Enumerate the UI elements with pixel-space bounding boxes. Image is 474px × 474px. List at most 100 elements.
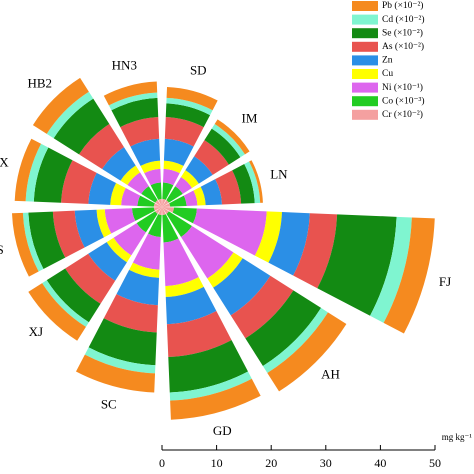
bar-segment <box>148 214 162 238</box>
bar-segment <box>106 237 132 263</box>
bar-segment <box>162 214 179 243</box>
legend-swatch <box>352 96 378 107</box>
legend-swatch <box>352 14 378 25</box>
bar-segment <box>129 262 160 278</box>
x-tick-label: 0 <box>159 456 165 470</box>
bar-segment <box>162 207 166 216</box>
bar-segment <box>88 172 117 205</box>
bar-segment <box>172 207 197 224</box>
legend-swatch <box>352 69 378 79</box>
legend-label: Se (×10⁻²) <box>382 27 423 38</box>
bar-segment <box>113 223 146 256</box>
bar-segment <box>28 211 66 269</box>
bar-segment <box>110 182 126 206</box>
bar-segment <box>211 124 245 158</box>
bar-segment <box>317 214 397 316</box>
bar-segment <box>166 97 213 116</box>
bar-segment <box>267 312 347 392</box>
category-label: GD <box>213 423 232 438</box>
legend-label: Pb (×10⁻²) <box>382 0 423 11</box>
bar-segment <box>163 238 199 287</box>
legend-label: Cr (×10⁻²) <box>382 109 423 120</box>
bar-segment <box>168 340 249 393</box>
bar-segment <box>164 116 204 147</box>
bar-segment <box>46 268 101 323</box>
legend-label: As (×10⁻²) <box>382 41 424 52</box>
bar-segment <box>249 160 263 203</box>
bar-segment <box>75 354 156 393</box>
bar-segment <box>204 128 241 165</box>
category-label: SX <box>0 155 9 170</box>
bar-segment <box>33 147 73 203</box>
bar-segment <box>232 163 255 204</box>
bar-segment <box>141 186 158 203</box>
x-tick-label: 50 <box>429 456 441 470</box>
bar-segment <box>53 98 110 155</box>
category-label: SC <box>101 397 117 412</box>
bar-segment <box>132 233 161 270</box>
bar-segment <box>150 182 162 200</box>
bar-segment <box>163 138 194 166</box>
bar-segment <box>155 207 162 214</box>
bar-segment <box>192 208 267 256</box>
bar-segment <box>268 212 310 276</box>
bar-segment <box>165 286 217 325</box>
bar-segment <box>28 283 86 341</box>
bar-segment <box>136 211 158 233</box>
bar-segment <box>155 200 162 207</box>
bar-segment <box>130 138 161 166</box>
bar-segment <box>200 179 223 206</box>
category-label: HB2 <box>27 76 52 91</box>
bar-segment <box>84 347 156 374</box>
category-label: JS <box>0 242 4 257</box>
category-label: FJ <box>439 274 451 289</box>
bar-segment <box>245 290 322 367</box>
legend-swatch <box>352 109 378 120</box>
bar-segment <box>111 97 159 128</box>
bar-segment <box>121 188 141 206</box>
bar-segment <box>214 119 250 155</box>
category-label: AH <box>321 367 340 382</box>
bar-segment <box>244 161 261 204</box>
category-label: LN <box>270 167 288 182</box>
bar-segment <box>207 252 243 288</box>
bar-segment <box>193 186 206 206</box>
bar-segment <box>185 156 213 184</box>
bar-segment <box>11 212 39 277</box>
bar-segment <box>162 182 174 200</box>
bar-segment <box>162 207 169 214</box>
bar-segment <box>163 168 180 186</box>
bar-segment <box>102 147 136 181</box>
legend-label: Cu <box>382 69 393 79</box>
bar-segment <box>162 203 171 207</box>
bar-segment <box>22 212 44 272</box>
bar-segment <box>169 195 187 207</box>
bar-segment <box>293 213 338 289</box>
bar-segment <box>52 210 85 258</box>
legend-label: Ni (×10⁻¹) <box>382 82 423 93</box>
legend-swatch <box>352 55 378 66</box>
bar-segment <box>127 172 149 194</box>
legend-label: Cd (×10⁻²) <box>382 14 425 25</box>
bar-segment <box>213 258 271 316</box>
legend-label: Zn <box>382 56 393 66</box>
bar-segment <box>32 77 89 134</box>
category-label: HN3 <box>112 57 137 72</box>
legend-label: Co (×10⁻³) <box>382 95 425 106</box>
bar-segment <box>166 86 218 111</box>
bar-segment <box>104 208 136 234</box>
bar-segment <box>42 280 89 327</box>
bar-segment <box>153 203 162 207</box>
bar-segment <box>79 124 124 169</box>
bar-segment <box>181 226 234 279</box>
bar-segment <box>120 165 141 186</box>
bar-segment <box>158 207 162 216</box>
bar-segment <box>96 209 112 238</box>
bar-segment <box>230 275 294 339</box>
bar-segment <box>262 307 328 373</box>
x-tick-label: 30 <box>320 456 332 470</box>
bar-segment <box>166 211 192 237</box>
bar-segment <box>181 170 199 188</box>
bar-segment <box>169 371 252 401</box>
bar-segment <box>166 186 183 203</box>
